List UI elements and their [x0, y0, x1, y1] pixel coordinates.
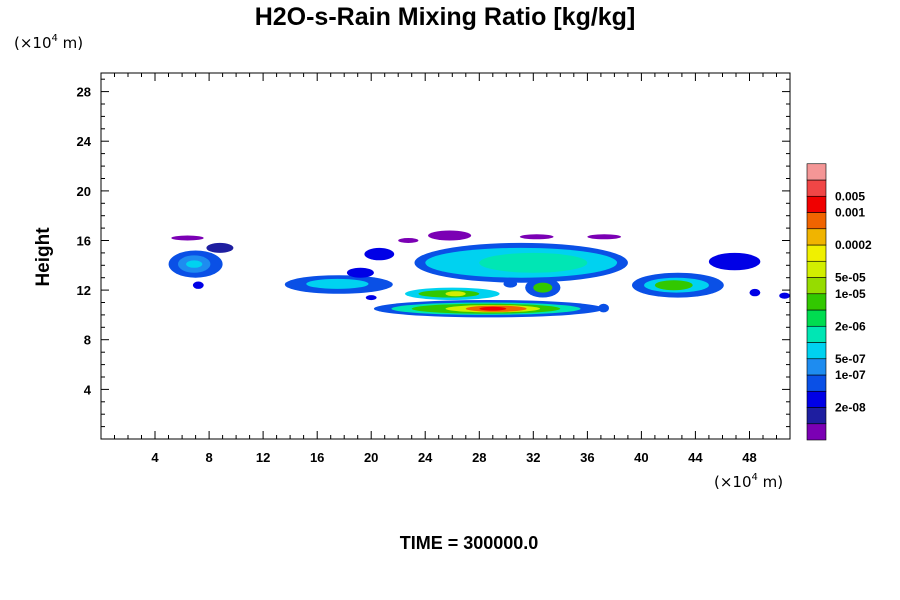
x-tick-label: 44	[688, 450, 703, 465]
colorbar-swatch	[806, 407, 827, 425]
x-tick-label: 48	[742, 450, 756, 465]
contour-region-6	[192, 281, 204, 289]
colorbar-swatch	[806, 179, 827, 197]
colorbar-swatch	[806, 163, 827, 181]
y-tick-label: 4	[84, 382, 92, 397]
plot-area	[168, 230, 790, 318]
x-tick-label: 36	[580, 450, 594, 465]
time-label: TIME = 300000.0	[400, 533, 539, 553]
colorbar: 2e-08 1e-07 5e-07 2e-06 1e-05 5e-05 0.0002 0.00…	[806, 163, 872, 441]
colorbar-swatch	[806, 423, 827, 441]
contour-region-11	[365, 295, 377, 301]
y-tick-label: 12	[77, 283, 91, 298]
y-tick-label: 28	[77, 85, 91, 100]
y-unit-suffix: m)	[58, 34, 83, 52]
colorbar-swatch	[806, 228, 827, 246]
x-tick-label: 40	[634, 450, 648, 465]
contour-region-31	[398, 238, 419, 243]
colorbar-label: 1e-07	[835, 368, 866, 382]
colorbar-swatch	[806, 260, 827, 278]
colorbar-swatch	[806, 212, 827, 230]
contour-region-37	[779, 292, 790, 299]
colorbar-swatch	[806, 309, 827, 327]
x-tick-label: 4	[151, 450, 159, 465]
x-tick-label: 24	[418, 450, 433, 465]
colorbar-label: 2e-06	[835, 319, 866, 333]
x-axis: 4 8 12 16 20 24 28 32 36 40 44 48	[114, 73, 777, 465]
contour-region-10	[364, 247, 395, 261]
contour-region-2	[206, 242, 234, 253]
x-unit-suffix: m)	[758, 473, 783, 491]
x-tick-label: 8	[205, 450, 212, 465]
colorbar-swatch	[806, 277, 827, 295]
contour-region-28	[428, 230, 472, 241]
contour-region-35	[708, 252, 761, 271]
contour-region-24	[598, 303, 609, 313]
colorbar-label: 0.001	[835, 206, 865, 220]
colorbar-label: 0.005	[835, 189, 865, 203]
y-unit-exp: 4	[52, 33, 58, 44]
colorbar-swatch	[806, 374, 827, 392]
colorbar-swatch	[806, 358, 827, 376]
y-tick-label: 20	[77, 184, 91, 199]
x-unit-label: (×104 m)	[714, 472, 783, 491]
colorbar-label: 5e-05	[835, 271, 866, 285]
y-axis: 4 8 12 16 20 24 28	[77, 78, 790, 428]
colorbar-label: 1e-05	[835, 287, 866, 301]
y-unit-prefix: (×10	[14, 34, 52, 52]
colorbar-swatch	[806, 293, 827, 311]
colorbar-swatch	[806, 244, 827, 262]
colorbar-label: 2e-08	[835, 401, 866, 415]
colorbar-swatch	[806, 342, 827, 360]
contour-region-22	[533, 282, 553, 293]
colorbar-swatch	[806, 325, 827, 343]
colorbar-swatch	[806, 390, 827, 408]
x-unit-prefix: (×10	[714, 473, 752, 491]
contour-region-30	[587, 234, 622, 240]
x-tick-label: 32	[526, 450, 540, 465]
contour-region-1	[171, 235, 204, 241]
x-unit-exp: 4	[752, 472, 758, 483]
y-axis-label: Height	[33, 227, 54, 287]
chart-title: H2O-s-Rain Mixing Ratio [kg/kg]	[255, 3, 636, 31]
colorbar-swatch	[806, 195, 827, 213]
contour-region-9	[346, 267, 374, 278]
x-tick-label: 28	[472, 450, 486, 465]
contour-region-17	[479, 306, 507, 311]
x-tick-label: 20	[364, 450, 378, 465]
y-unit-label: (×104 m)	[14, 33, 83, 52]
contour-region-5	[186, 260, 203, 268]
y-tick-label: 8	[84, 333, 91, 348]
contour-region-27	[479, 252, 588, 273]
contour-region-29	[519, 234, 554, 240]
contour-region-20	[445, 291, 466, 297]
contour-region-34	[654, 280, 693, 291]
colorbar-label: 0.0002	[835, 238, 872, 252]
x-tick-label: 12	[256, 450, 270, 465]
y-tick-label: 24	[77, 134, 92, 149]
colorbar-label: 5e-07	[835, 352, 866, 366]
y-tick-label: 16	[77, 234, 91, 249]
plot-frame	[100, 72, 791, 440]
contour-region-36	[749, 288, 761, 297]
x-tick-label: 16	[310, 450, 324, 465]
contour-region-8	[306, 278, 369, 289]
